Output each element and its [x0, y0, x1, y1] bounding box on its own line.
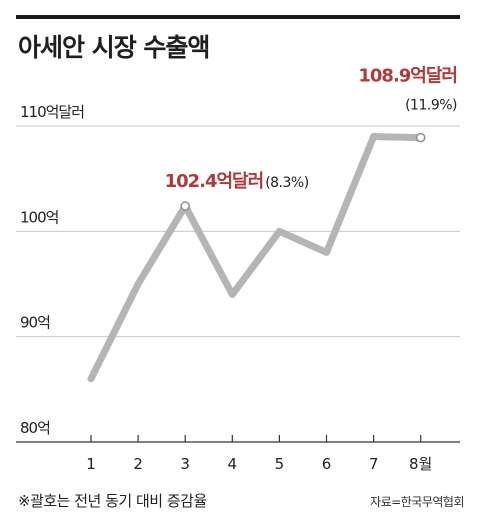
data-point-marker — [415, 132, 426, 143]
footnote: ※괄호는 전년 동기 대비 증감율 — [18, 492, 207, 510]
x-axis: 1 2 3 4 5 6 7 8월 — [16, 435, 460, 473]
data-point-marker — [180, 201, 190, 211]
series-line-layer — [87, 133, 425, 383]
x-tick-label: 2 — [133, 455, 143, 473]
annotation-layer: 102.4억달러 (8.3%) 108.9억달러 (11.9%) — [165, 66, 458, 211]
source-note: 자료=한국무역협회 — [370, 495, 464, 509]
y-tick-label: 110억달러 — [20, 103, 84, 121]
x-tick-label: 6 — [322, 455, 332, 473]
y-tick-label: 80억 — [20, 419, 50, 437]
annotation-percent: (8.3%) — [265, 175, 309, 191]
x-tick-label: 7 — [369, 455, 379, 473]
series-line — [87, 133, 425, 383]
x-tick-label: 5 — [275, 455, 285, 473]
title-rule — [16, 15, 460, 19]
annotation-percent: (11.9%) — [405, 98, 457, 114]
y-tick-label: 90억 — [20, 314, 50, 332]
annotation-value: 108.9억달러 — [358, 66, 457, 87]
x-tick-label: 8월 — [409, 455, 432, 473]
x-tick-label: 1 — [86, 455, 96, 473]
x-tick-label: 4 — [228, 455, 238, 473]
annotation-value: 102.4억달러 — [165, 171, 264, 192]
chart-title: 아세안 시장 수출액 — [18, 33, 210, 62]
y-axis-labels: 110억달러 100억 90억 80억 — [20, 103, 85, 437]
x-tick-label: 3 — [180, 455, 190, 473]
grid-layer — [16, 125, 460, 338]
y-tick-label: 100억 — [20, 208, 58, 226]
